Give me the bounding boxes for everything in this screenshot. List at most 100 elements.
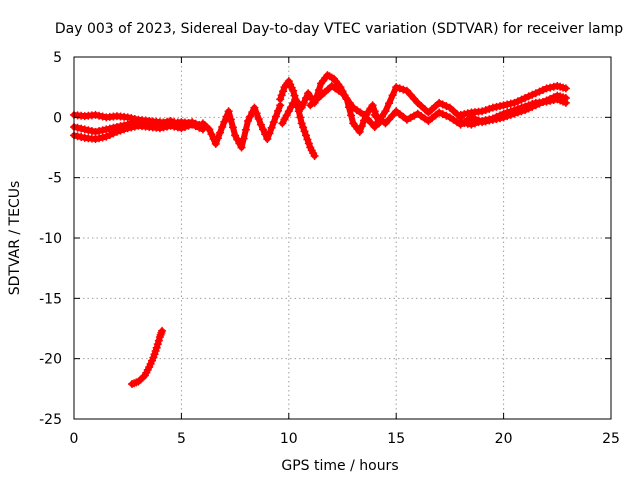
data-point-marker <box>241 125 250 134</box>
data-point-marker <box>130 122 139 131</box>
data-point-marker <box>513 108 522 117</box>
data-point-marker <box>84 126 93 135</box>
data-point-marker <box>191 122 200 131</box>
data-point-marker <box>278 119 287 128</box>
x-tick-label: 10 <box>280 431 298 447</box>
data-point-marker <box>231 131 240 140</box>
data-point-marker <box>220 117 229 126</box>
data-point-marker <box>235 139 244 148</box>
data-point-marker <box>438 110 447 119</box>
data-point-marker <box>216 128 225 137</box>
data-point-marker <box>277 91 286 100</box>
data-point-marker <box>310 151 319 160</box>
data-point-marker <box>381 119 390 128</box>
data-point-marker <box>499 101 508 110</box>
x-axis-title: GPS time / hours <box>281 458 398 474</box>
axis-ticks: 0 5 10 15 20 25 5 0 -5 -10 -15 -20 -25 <box>39 50 620 447</box>
data-point-marker <box>492 114 501 123</box>
data-point-marker <box>535 99 544 108</box>
data-point-marker <box>524 104 533 113</box>
data-point-marker <box>355 127 364 136</box>
data-point-marker <box>170 122 179 131</box>
data-point-marker <box>102 125 111 134</box>
data-point-marker <box>297 119 306 128</box>
data-point-marker <box>184 121 193 130</box>
data-point-marker <box>467 120 476 129</box>
data-point-marker <box>370 122 379 131</box>
data-point-marker <box>95 111 104 120</box>
data-point-marker <box>345 98 354 107</box>
data-point-marker <box>385 99 394 108</box>
data-point-marker <box>531 89 540 98</box>
data-point-marker <box>524 92 533 101</box>
data-point-marker <box>224 107 233 116</box>
data-point-marker <box>279 87 288 96</box>
data-point-marker <box>510 109 519 118</box>
data-point-marker <box>538 98 547 107</box>
data-point-marker <box>510 98 519 107</box>
data-point-marker <box>152 343 161 352</box>
data-point-marker <box>460 110 469 119</box>
data-point-marker <box>91 110 100 119</box>
data-point-marker <box>406 90 415 99</box>
data-point-marker <box>549 93 558 102</box>
data-point-marker <box>95 127 104 136</box>
chart-title: Day 003 of 2023, Sidereal Day-to-day VTE… <box>55 21 623 37</box>
data-point-marker <box>513 97 522 106</box>
data-point-marker <box>338 89 347 98</box>
y-tick-label: -10 <box>39 231 62 247</box>
x-tick-label: 25 <box>602 431 620 447</box>
data-point-marker <box>506 110 515 119</box>
data-point-marker <box>95 134 104 143</box>
data-point-marker <box>517 107 526 116</box>
data-point-marker <box>228 123 237 132</box>
series-group <box>70 71 570 389</box>
data-point-marker <box>299 98 308 107</box>
data-point-marker <box>521 94 530 103</box>
data-point-marker <box>226 115 235 124</box>
data-point-marker <box>120 125 129 134</box>
data-point-marker <box>388 91 397 100</box>
data-point-marker <box>561 94 570 103</box>
data-point-marker <box>98 126 107 135</box>
data-point-marker <box>163 122 172 131</box>
data-point-marker <box>286 103 295 112</box>
data-point-marker <box>180 122 189 131</box>
data-point-marker <box>166 121 175 130</box>
data-point-marker <box>237 143 246 152</box>
data-point-marker <box>77 124 86 133</box>
data-point-marker <box>211 139 220 148</box>
data-point-marker <box>528 90 537 99</box>
data-point-marker <box>492 102 501 111</box>
data-point-marker <box>363 114 372 123</box>
data-point-marker <box>159 123 168 132</box>
data-point-marker <box>435 108 444 117</box>
data-point-marker <box>299 123 308 132</box>
data-point-marker <box>243 116 252 125</box>
data-point-marker <box>478 116 487 125</box>
plot-frame <box>73 56 612 420</box>
data-point-marker <box>218 122 227 131</box>
data-point-marker <box>300 127 309 136</box>
data-point-marker <box>154 336 163 345</box>
y-axis-title: SDTVAR / TECUs <box>7 181 23 296</box>
data-point-marker <box>209 135 218 144</box>
data-point-marker <box>127 123 136 132</box>
data-point-marker <box>116 126 125 135</box>
data-point-marker <box>195 123 204 132</box>
data-point-marker <box>73 132 82 141</box>
data-point-marker <box>456 110 465 119</box>
data-point-marker <box>381 107 390 116</box>
data-point-marker <box>460 118 469 127</box>
data-point-marker <box>256 120 265 129</box>
data-point-marker <box>561 84 570 93</box>
data-point-marker <box>158 326 167 335</box>
data-point-marker <box>496 114 505 123</box>
data-point-marker <box>296 113 305 122</box>
data-point-marker <box>153 340 162 349</box>
data-point-marker <box>303 135 312 144</box>
y-tick-label: -25 <box>39 412 62 428</box>
data-point-marker <box>385 115 394 124</box>
x-tick-label: 5 <box>177 431 186 447</box>
data-point-marker <box>301 94 310 103</box>
